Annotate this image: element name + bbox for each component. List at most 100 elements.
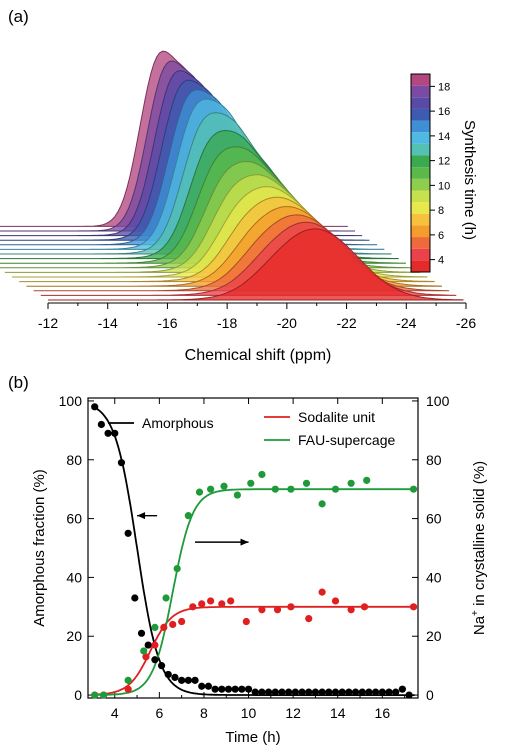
x-tick-label: 4 [111,705,119,721]
point-amorphous [97,420,105,429]
colorbar-tick-label: 8 [438,205,444,217]
point-sodalite-unit [347,606,355,614]
point-sodalite-unit [151,641,159,649]
point-sodalite-unit [169,620,177,629]
spectrum-x-tick-label: -26 [456,315,476,331]
point-amorphous [111,429,119,437]
spectrum-3h [48,228,464,301]
colorbar-segment [411,225,430,238]
point-fau-supercage [302,479,311,487]
point-fau-supercage [162,594,170,602]
point-fau-supercage [195,488,204,496]
colorbar-segment [411,260,430,272]
y-tick-label-left: 20 [66,628,82,644]
point-fau-supercage [318,500,326,508]
point-amorphous [117,459,126,467]
point-sodalite-unit [178,617,186,626]
point-amorphous [244,685,253,693]
point-sodalite-unit [258,606,266,614]
point-amorphous [358,688,366,696]
point-amorphous [278,688,286,696]
point-sodalite-unit [287,603,295,611]
point-sodalite-unit [331,597,340,605]
point-amorphous [398,685,406,693]
colorbar-tick-label: 12 [438,156,450,168]
point-sodalite-unit [124,685,132,693]
point-amorphous [164,670,172,679]
colorbar-tick-label: 14 [438,131,450,143]
point-amorphous [405,691,413,699]
point-amorphous [124,529,132,537]
nmr-spectra [0,50,464,301]
spectrum-x-tick-label: -16 [157,315,177,331]
point-amorphous [305,688,313,696]
spectrum-x-axis-label: Chemical shift (ppm) [185,347,332,364]
point-amorphous [104,429,112,437]
colorbar-segment [411,202,430,214]
colorbar-segment [411,120,430,133]
point-amorphous [204,682,213,690]
point-sodalite-unit [207,597,215,605]
point-amorphous [184,676,192,684]
point-sodalite-unit [142,653,150,661]
colorbar-segment [411,237,430,249]
point-amorphous [285,688,293,696]
point-fau-supercage [347,479,355,487]
point-fau-supercage [331,485,340,493]
point-amorphous [131,594,139,602]
y-tick-label-left: 40 [66,569,82,585]
y-tick-label-right: 20 [426,628,442,644]
spectrum-x-tick-label: -24 [396,315,416,331]
point-amorphous [338,688,346,696]
y-tick-label-right: 100 [426,393,450,409]
point-amorphous [191,676,199,684]
legend-label: FAU-supercage [298,432,395,448]
point-amorphous [224,685,233,693]
x-tick-label: 14 [330,705,346,721]
point-sodalite-unit [189,603,197,611]
axis-arrows [137,512,249,546]
legend: Amorphous Sodalite unit FAU-supercage [108,409,395,448]
spectrum-x-tick-label: -18 [217,315,237,331]
point-fau-supercage [91,691,99,699]
colorbar-tick-label: 16 [438,106,450,118]
y-tick-label-left: 0 [74,687,82,703]
point-fau-supercage [140,647,148,655]
data-points [91,403,418,699]
point-sodalite-unit [160,623,168,632]
colorbar-segment [411,167,430,179]
point-sodalite-unit [318,588,326,596]
spectrum-x-ticks: -12 -14 -16 -18 -20 -22 -24 -26 [38,303,476,331]
point-fau-supercage [287,485,295,493]
point-fau-supercage [363,476,371,484]
fit-fau [92,488,415,696]
point-amorphous [311,688,320,696]
point-amorphous [365,688,373,696]
point-fau-supercage [124,676,132,684]
point-amorphous [251,688,259,696]
spectrum-x-tick-label: -22 [336,315,356,331]
point-fau-supercage [271,485,279,493]
plot-b-right-axis-label: Na+ in crystalline solid (%) [470,461,488,635]
point-sodalite-unit [273,606,282,614]
point-amorphous [151,656,159,664]
x-tick-label: 6 [155,705,163,721]
y-tick-label-left: 80 [66,452,82,468]
point-amorphous [258,688,266,696]
colorbar-segment [411,132,430,144]
point-fau-supercage [233,491,241,499]
point-sodalite-unit [360,603,369,611]
spectrum-x-tick-label: -14 [98,315,118,331]
y-tick-label-left: 100 [59,393,83,409]
point-amorphous [325,688,333,696]
point-amorphous [231,685,239,693]
point-amorphous [178,676,186,684]
axis-arrow-head [240,538,249,546]
point-fau-supercage [220,482,228,490]
y-tick-label-right: 80 [426,452,442,468]
point-amorphous [238,685,246,693]
point-sodalite-unit [218,600,226,608]
point-amorphous [318,688,326,696]
point-fau-supercage [207,485,215,493]
